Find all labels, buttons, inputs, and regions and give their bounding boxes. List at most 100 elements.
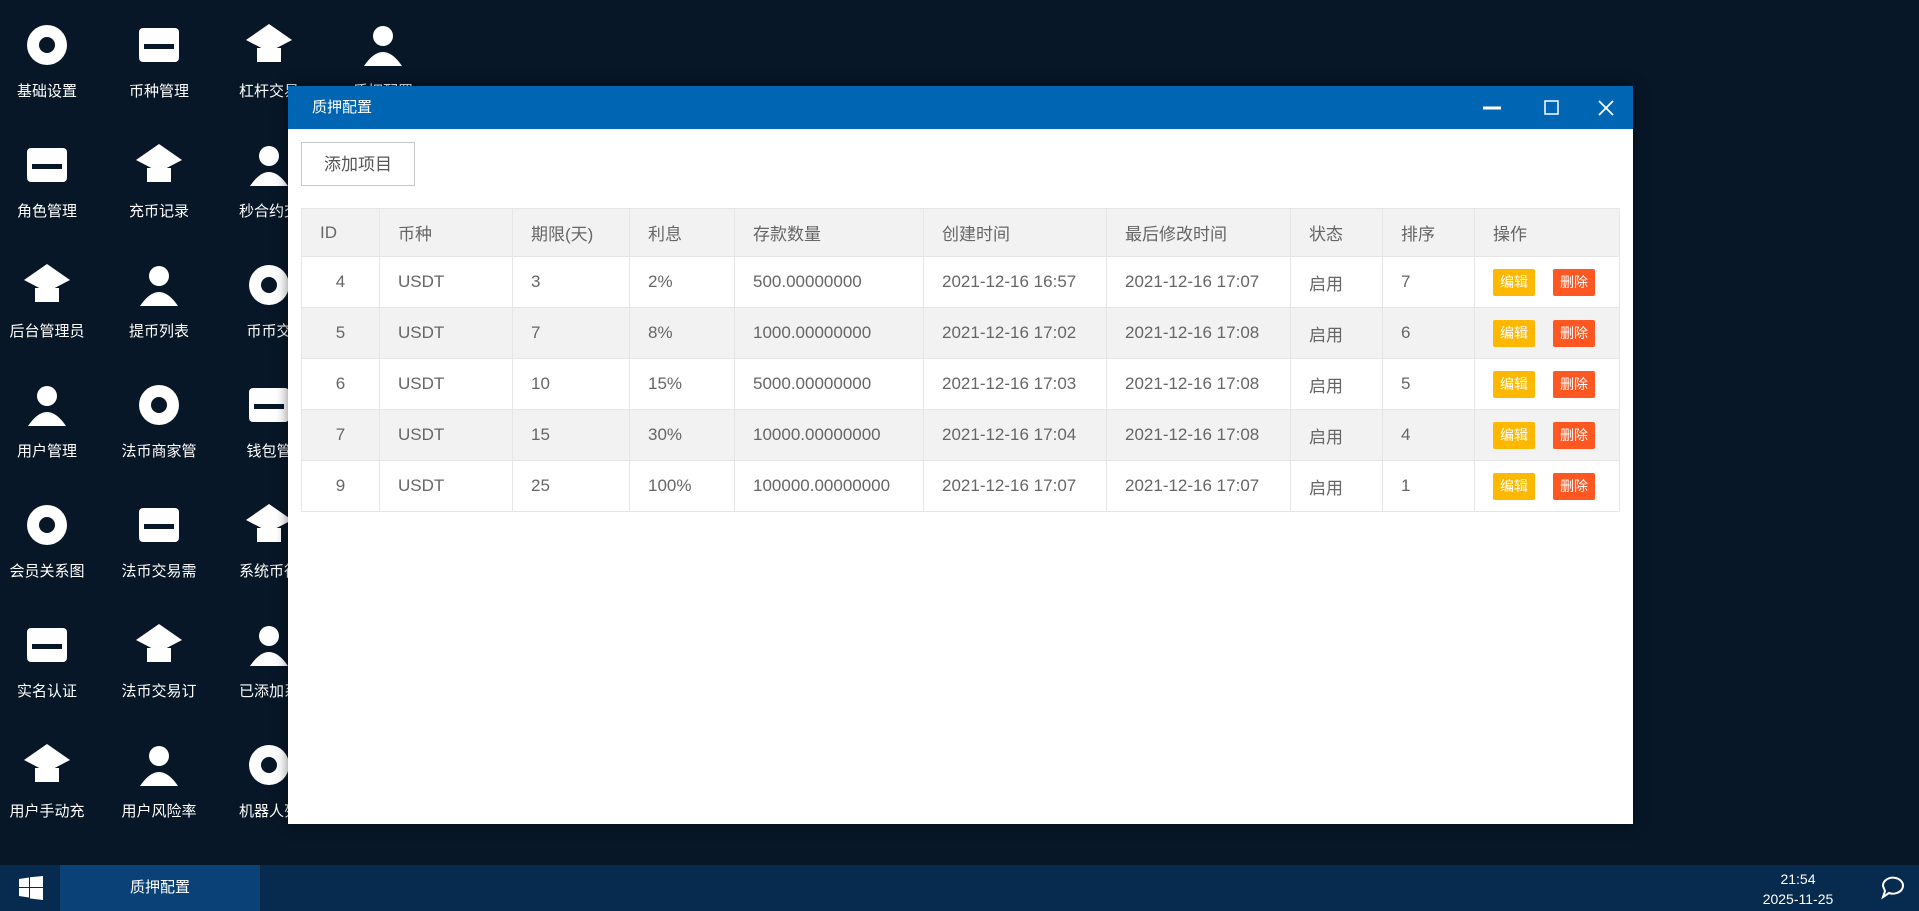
icon-label: 已添加系	[238, 683, 299, 700]
desktop-icon[interactable]: 角色管理	[0, 138, 102, 221]
desktop-icon[interactable]: 法币交易需	[104, 498, 214, 581]
table-cell: USDT	[379, 358, 513, 410]
column-header: 利息	[629, 208, 735, 257]
table-cell: 6	[301, 358, 380, 410]
icon-label: 系统币行	[238, 563, 299, 580]
desktop-icon[interactable]: 法币商家管	[104, 378, 214, 461]
table-cell: 启用	[1290, 256, 1383, 308]
icon-label: 提币列表	[128, 323, 189, 340]
delete-button[interactable]: 删除	[1553, 421, 1595, 449]
table-cell: 4	[1382, 409, 1475, 461]
icon-label: 用户手动充	[9, 803, 85, 820]
table-row: 4 USDT 3 2% 500.00000000 2021-12-16 16:57 2021…	[301, 256, 1620, 308]
taskbar: 质押配置 21:54 2025-11-25	[0, 865, 1919, 911]
table-cell: 启用	[1290, 409, 1383, 461]
table-cell: 10000.00000000	[734, 409, 924, 461]
table-cell: 启用	[1290, 307, 1383, 359]
desktop-icon[interactable]: 币币交	[214, 258, 324, 341]
table-cell: 2021-12-16 17:07	[1106, 256, 1291, 308]
start-button[interactable]	[19, 876, 43, 900]
table-cell: USDT	[379, 256, 513, 308]
icon-label: 基础设置	[16, 83, 77, 100]
delete-button[interactable]: 删除	[1553, 268, 1595, 296]
desktop-icon[interactable]: 秒合约交	[214, 138, 324, 221]
desktop-icon[interactable]: 币种管理	[104, 18, 214, 101]
table-cell: 1000.00000000	[734, 307, 924, 359]
icon-label: 钱包管	[246, 443, 292, 460]
icon-label: 法币交易需	[121, 563, 197, 580]
table-cell: 2021-12-16 17:03	[923, 358, 1107, 410]
icon-glyph	[27, 148, 67, 182]
desktop-icon[interactable]: 后台管理员	[0, 258, 102, 341]
clock-date: 2025-11-25	[1762, 891, 1834, 907]
column-header: 期限(天)	[512, 208, 630, 257]
desktop-icon[interactable]: 会员关系图	[0, 498, 102, 581]
table-cell: 100%	[629, 460, 735, 512]
icon-glyph	[246, 504, 292, 542]
column-header: 最后修改时间	[1106, 208, 1291, 257]
edit-button[interactable]: 编辑	[1493, 421, 1535, 449]
table-cell: 7	[512, 307, 630, 359]
delete-button[interactable]: 删除	[1553, 319, 1595, 347]
window-controls[interactable]	[1473, 86, 1633, 129]
column-header: ID	[301, 208, 380, 257]
desktop-icon[interactable]: 实名认证	[0, 618, 102, 701]
desktop-icon[interactable]: 杠杆交易	[214, 18, 324, 101]
table-cell: 8%	[629, 307, 735, 359]
icon-glyph	[364, 26, 402, 66]
icon-glyph	[249, 388, 289, 422]
clock-time: 21:54	[1780, 871, 1816, 887]
notification-button[interactable]	[1879, 874, 1907, 902]
icon-glyph	[139, 385, 179, 425]
taskbar-item[interactable]: 质押配置	[60, 865, 260, 911]
action-cell: 编辑 删除	[1474, 256, 1620, 308]
column-header: 操作	[1474, 208, 1620, 257]
table-cell: USDT	[379, 460, 513, 512]
desktop-icon[interactable]: 法币交易订	[104, 618, 214, 701]
table-cell: 2021-12-16 17:07	[1106, 460, 1291, 512]
icon-label: 币种管理	[128, 83, 189, 100]
table-cell: 2021-12-16 17:08	[1106, 358, 1291, 410]
icon-glyph	[139, 28, 179, 62]
icon-glyph	[27, 628, 67, 662]
table-cell: 7	[301, 409, 380, 461]
desktop-icon[interactable]: 充币记录	[104, 138, 214, 221]
icon-label: 币币交	[246, 323, 292, 340]
table-row: 7 USDT 15 30% 10000.00000000 2021-12-16 17:04…	[301, 409, 1620, 461]
desktop-icon[interactable]: 系统币行	[214, 498, 324, 581]
delete-button[interactable]: 删除	[1553, 370, 1595, 398]
desktop-icon[interactable]: 基础设置	[0, 18, 102, 101]
edit-button[interactable]: 编辑	[1493, 268, 1535, 296]
table-cell: 5	[301, 307, 380, 359]
table-cell: 2021-12-16 17:08	[1106, 409, 1291, 461]
edit-button[interactable]: 编辑	[1493, 472, 1535, 500]
table-cell: 500.00000000	[734, 256, 924, 308]
desktop-icon[interactable]: 用户风险率	[104, 738, 214, 821]
desktop-icon[interactable]: 钱包管	[214, 378, 324, 461]
add-button[interactable]: 添加项目	[301, 142, 415, 186]
table-row: 6 USDT 10 15% 5000.00000000 2021-12-16 17:03 2…	[301, 358, 1620, 410]
icon-label: 后台管理员	[9, 323, 85, 340]
desktop-icon[interactable]: 机器人列	[214, 738, 324, 821]
icon-label: 用户管理	[16, 443, 77, 460]
icon-glyph	[139, 508, 179, 542]
edit-button[interactable]: 编辑	[1493, 319, 1535, 347]
title-bar: 质押配置	[288, 86, 1633, 129]
icon-label: 充币记录	[128, 203, 189, 220]
table-cell: USDT	[379, 409, 513, 461]
icon-glyph	[28, 386, 66, 426]
action-cell: 编辑 删除	[1474, 358, 1620, 410]
action-cell: 编辑 删除	[1474, 460, 1620, 512]
icon-glyph	[27, 25, 67, 65]
desktop-icon[interactable]: 用户管理	[0, 378, 102, 461]
edit-button[interactable]: 编辑	[1493, 370, 1535, 398]
table-cell: 1	[1382, 460, 1475, 512]
table-cell: 10	[512, 358, 630, 410]
icon-label: 法币交易订	[121, 683, 197, 700]
table-cell: 2%	[629, 256, 735, 308]
desktop-icon[interactable]: 已添加系	[214, 618, 324, 701]
delete-button[interactable]: 删除	[1553, 472, 1595, 500]
desktop-icon[interactable]: 提币列表	[104, 258, 214, 341]
desktop-icon[interactable]: 用户手动充	[0, 738, 102, 821]
icon-label: 会员关系图	[9, 563, 85, 580]
